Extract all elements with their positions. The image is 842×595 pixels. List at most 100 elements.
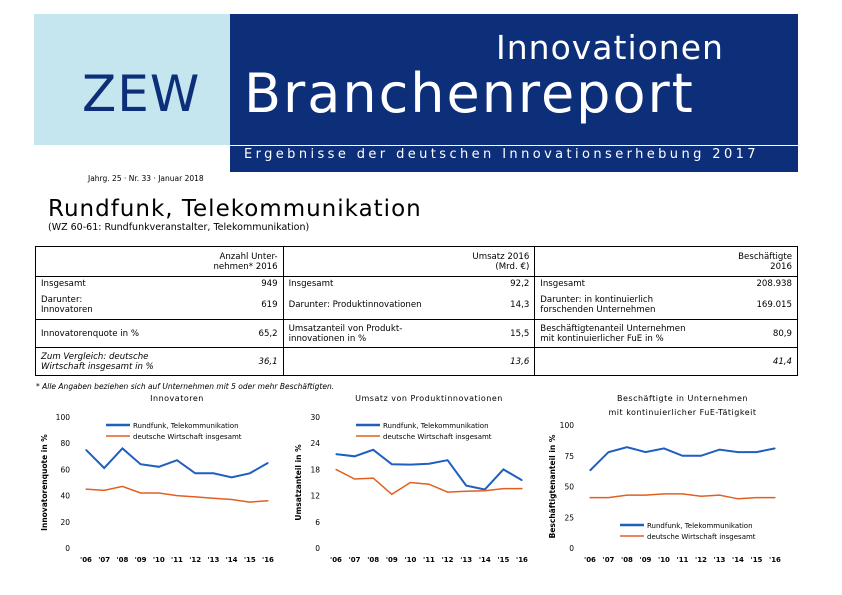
data-point bbox=[354, 455, 356, 457]
x-tick-label: '14 bbox=[732, 556, 744, 564]
data-point bbox=[372, 477, 374, 479]
data-point bbox=[249, 501, 251, 503]
row-value: 169.015 bbox=[712, 291, 798, 320]
data-point bbox=[140, 492, 142, 494]
data-point bbox=[755, 496, 758, 499]
legend-label: Rundfunk, Telekommunikation bbox=[133, 422, 239, 430]
header-title-panel bbox=[230, 14, 798, 145]
x-tick-label: '10 bbox=[658, 556, 670, 564]
x-tick-label: '16 bbox=[516, 556, 528, 564]
x-tick-label: '12 bbox=[695, 556, 707, 564]
footnote: * Alle Angaben beziehen sich auf Unterne… bbox=[36, 382, 335, 391]
y-tick-label: 12 bbox=[310, 492, 320, 501]
data-point bbox=[607, 496, 610, 499]
row-value: 208.938 bbox=[756, 279, 792, 290]
header-employees: Beschäftigte 2016 bbox=[534, 246, 798, 277]
chart-title: mit kontinuierlicher FuE-Tätigkeit bbox=[609, 408, 757, 417]
row-value: 36,1 bbox=[258, 356, 278, 367]
data-point bbox=[391, 463, 393, 465]
y-tick-label: 0 bbox=[569, 544, 574, 553]
data-point bbox=[700, 495, 702, 497]
page-subtitle: (WZ 60-61: Rundfunkveranstalter, Telekom… bbox=[48, 222, 310, 233]
row-value: 80,9 bbox=[712, 319, 798, 348]
data-point bbox=[663, 447, 665, 449]
data-point bbox=[140, 463, 142, 465]
x-tick-label: '15 bbox=[497, 556, 509, 564]
row-label: Insgesamt bbox=[534, 276, 713, 292]
data-point bbox=[737, 451, 739, 453]
y-tick-label: 75 bbox=[564, 452, 574, 461]
x-tick-label: '12 bbox=[189, 556, 201, 564]
data-point bbox=[718, 494, 721, 496]
x-tick-label: '13 bbox=[460, 556, 472, 564]
row-label: Beschäftigtenanteil Unternehmen mit kont… bbox=[534, 319, 713, 348]
x-tick-label: '08 bbox=[367, 556, 379, 564]
data-point bbox=[644, 451, 647, 453]
x-tick-label: '13 bbox=[714, 556, 726, 564]
chart-title: Innovatoren bbox=[150, 394, 204, 403]
x-tick-label: '07 bbox=[603, 556, 615, 564]
data-point bbox=[103, 467, 105, 469]
legend-label: deutsche Wirtschaft insgesamt bbox=[647, 533, 756, 541]
x-tick-label: '16 bbox=[262, 556, 274, 564]
y-tick-label: 80 bbox=[60, 439, 70, 448]
series-line bbox=[85, 447, 269, 479]
header-divider bbox=[34, 145, 798, 146]
y-tick-label: 60 bbox=[60, 465, 70, 474]
y-tick-label: 20 bbox=[60, 518, 70, 527]
y-tick-label: 100 bbox=[56, 413, 71, 422]
data-point bbox=[176, 495, 178, 497]
row-value: 949 bbox=[261, 279, 278, 290]
row-label bbox=[534, 347, 713, 376]
row-label: Darunter: Innovatoren bbox=[35, 291, 194, 320]
series-line bbox=[85, 485, 269, 503]
data-point bbox=[607, 451, 610, 453]
data-point bbox=[502, 468, 504, 470]
data-point bbox=[176, 459, 178, 461]
data-point bbox=[718, 449, 721, 451]
x-tick-label: '07 bbox=[349, 556, 361, 564]
data-point bbox=[626, 494, 628, 496]
data-point bbox=[484, 488, 486, 491]
data-point bbox=[249, 472, 251, 474]
x-tick-label: '11 bbox=[171, 556, 183, 564]
data-point bbox=[681, 455, 684, 457]
legend-label: Rundfunk, Telekommunikation bbox=[383, 422, 489, 430]
data-point bbox=[774, 447, 776, 449]
x-tick-label: '06 bbox=[80, 556, 92, 564]
x-tick-label: '09 bbox=[386, 556, 398, 564]
data-point bbox=[502, 488, 504, 490]
data-point bbox=[644, 494, 647, 496]
zew-logo: ZEW bbox=[82, 65, 201, 123]
x-tick-label: '14 bbox=[479, 556, 491, 564]
x-tick-label: '15 bbox=[751, 556, 763, 564]
x-tick-label: '09 bbox=[135, 556, 147, 564]
x-tick-label: '14 bbox=[226, 556, 238, 564]
data-point bbox=[521, 479, 523, 481]
data-point bbox=[428, 483, 430, 485]
row-label: Insgesamt bbox=[282, 276, 453, 292]
data-point bbox=[700, 455, 702, 457]
data-point bbox=[354, 478, 356, 480]
y-axis-label: Innovatorenquote in % bbox=[40, 434, 49, 531]
x-tick-label: '10 bbox=[153, 556, 165, 564]
y-tick-label: 30 bbox=[310, 413, 320, 422]
y-tick-label: 25 bbox=[564, 513, 574, 522]
data-point bbox=[121, 485, 123, 488]
chart-title: Umsatz von Produktinnovationen bbox=[355, 394, 503, 403]
data-point bbox=[335, 468, 337, 470]
data-point bbox=[755, 451, 758, 453]
issue-info: Jahrg. 25 · Nr. 33 · Januar 2018 bbox=[88, 174, 204, 183]
data-point bbox=[447, 459, 449, 461]
y-tick-label: 6 bbox=[315, 518, 320, 527]
series-line bbox=[589, 446, 776, 472]
row-label bbox=[282, 347, 453, 376]
data-point bbox=[267, 500, 269, 502]
data-point bbox=[231, 498, 233, 501]
series-line bbox=[335, 468, 522, 496]
y-tick-label: 18 bbox=[310, 465, 320, 474]
chart-title: Beschäftigte in Unternehmen bbox=[617, 394, 748, 403]
data-point bbox=[335, 453, 337, 455]
data-point bbox=[589, 496, 591, 499]
row-label: Umsatzanteil von Produkt- innovationen i… bbox=[282, 319, 453, 348]
